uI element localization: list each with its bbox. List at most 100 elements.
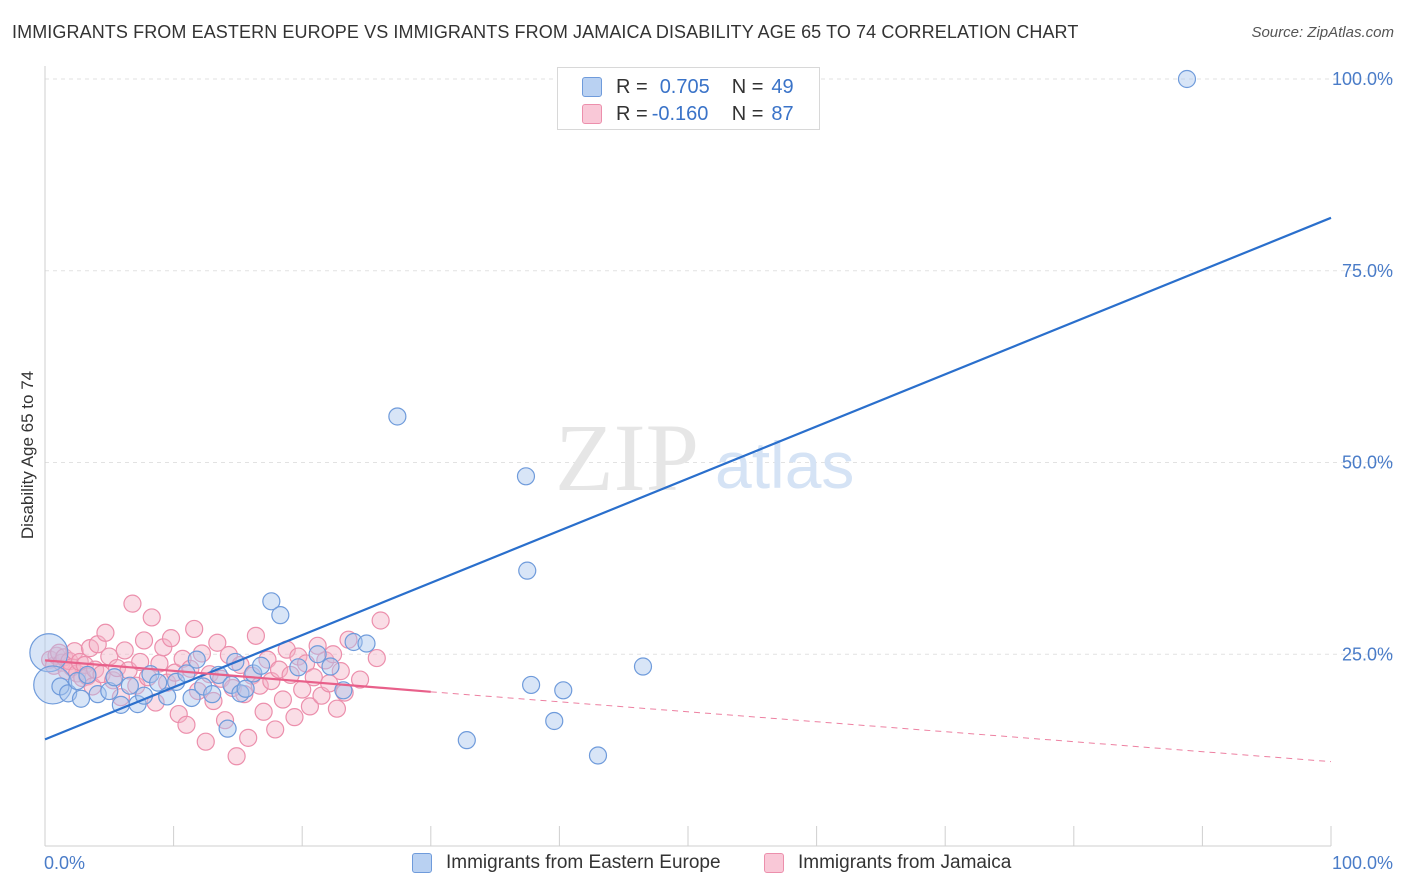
jamaica-point bbox=[154, 638, 173, 657]
series-legend-eastern-europe[interactable]: Immigrants from Eastern Europe bbox=[412, 852, 721, 874]
jamaica-point bbox=[115, 641, 134, 660]
eastern-europe-point bbox=[516, 467, 536, 486]
legend-r-value-blue: 0.705 bbox=[659, 75, 710, 98]
eastern-europe-point bbox=[271, 606, 290, 625]
x-tick-label-min: 0.0% bbox=[44, 853, 85, 873]
legend-n-value-pink: 87 bbox=[771, 102, 794, 125]
eastern-europe-point bbox=[251, 656, 271, 675]
series-legend-jamaica[interactable]: Immigrants from Jamaica bbox=[764, 852, 1011, 874]
jamaica-point bbox=[273, 690, 293, 709]
eastern-europe-point bbox=[51, 677, 70, 696]
eastern-europe-point bbox=[78, 665, 97, 685]
jamaica-point bbox=[196, 732, 215, 751]
series-swatch-pink bbox=[764, 853, 784, 873]
eastern-europe-point bbox=[218, 719, 237, 738]
trendline-eastern-europe bbox=[44, 216, 1332, 741]
y-tick-label: 25.0% bbox=[1342, 644, 1393, 664]
jamaica-point bbox=[289, 647, 308, 666]
gridlines bbox=[45, 78, 1395, 655]
eastern-europe-point bbox=[100, 681, 119, 701]
eastern-europe-point bbox=[182, 688, 201, 708]
eastern-europe-point bbox=[554, 681, 573, 700]
legend-n-value-blue: 49 bbox=[771, 75, 794, 98]
eastern-europe-point bbox=[1177, 69, 1197, 89]
eastern-europe-point bbox=[236, 679, 255, 698]
eastern-europe-point bbox=[545, 711, 564, 731]
legend-r-label: R = bbox=[616, 75, 648, 98]
eastern-europe-point bbox=[588, 746, 608, 765]
jamaica-point bbox=[123, 594, 142, 613]
eastern-europe-point bbox=[457, 731, 476, 750]
jamaica-point bbox=[173, 649, 192, 668]
eastern-europe-point bbox=[68, 671, 87, 691]
series-label-eastern-europe: Immigrants from Eastern Europe bbox=[446, 852, 721, 873]
jamaica-point bbox=[208, 633, 227, 652]
eastern-europe-point bbox=[633, 657, 653, 676]
jamaica-point bbox=[96, 623, 115, 642]
correlation-legend: R = 0.705 N = 49 R = -0.160 N = 87 bbox=[557, 67, 820, 130]
jamaica-point bbox=[269, 660, 289, 679]
y-tick-label: 75.0% bbox=[1342, 261, 1393, 281]
legend-n-label: N = bbox=[731, 75, 764, 98]
jamaica-point bbox=[131, 652, 150, 672]
y-axis-title: Disability Age 65 to 74 bbox=[18, 370, 37, 540]
eastern-europe-point bbox=[88, 685, 107, 704]
jamaica-point bbox=[185, 619, 204, 639]
legend-swatch-blue bbox=[582, 77, 602, 97]
legend-r-label: R = bbox=[616, 102, 648, 125]
eastern-europe-point bbox=[357, 634, 376, 653]
jamaica-point bbox=[331, 662, 350, 681]
series-legend: Immigrants from Eastern Europe Immigrant… bbox=[0, 852, 1406, 878]
jamaica-point bbox=[285, 708, 304, 727]
eastern-europe-point bbox=[105, 668, 124, 687]
jamaica-point bbox=[142, 608, 161, 627]
y-tick-label: 100.0% bbox=[1332, 69, 1393, 89]
x-tick-label-max: 100.0% bbox=[1332, 853, 1393, 873]
jamaica-point bbox=[371, 611, 390, 630]
eastern-europe-point bbox=[262, 592, 281, 611]
jamaica-point bbox=[65, 642, 84, 661]
legend-swatch-pink bbox=[582, 104, 602, 124]
eastern-europe-point bbox=[388, 407, 407, 426]
jamaica-point bbox=[219, 645, 238, 665]
trendline-jamaica bbox=[44, 659, 431, 693]
eastern-europe-point bbox=[308, 645, 327, 664]
legend-row-eastern-europe: R = 0.705 N = 49 bbox=[582, 75, 794, 99]
jamaica-point bbox=[266, 720, 285, 739]
eastern-europe-point bbox=[289, 658, 308, 677]
eastern-europe-point bbox=[149, 673, 168, 692]
watermark: ZIP atlas bbox=[555, 404, 854, 511]
jamaica-point bbox=[254, 702, 273, 721]
jamaica-point bbox=[327, 699, 347, 718]
tick-labels: 25.0% 50.0% 75.0% 100.0% 0.0% 100.0% bbox=[44, 69, 1393, 873]
jamaica-point bbox=[367, 648, 386, 668]
eastern-europe-point bbox=[71, 689, 91, 708]
watermark-zip: ZIP bbox=[555, 404, 699, 511]
eastern-europe-point bbox=[522, 675, 541, 695]
eastern-europe-point bbox=[120, 676, 139, 695]
eastern-europe-point bbox=[321, 657, 340, 676]
trendline-jamaica-extrapolated bbox=[430, 691, 1332, 763]
jamaica-point bbox=[239, 728, 258, 747]
eastern-europe-point bbox=[203, 685, 222, 704]
eastern-europe-point bbox=[187, 650, 206, 669]
axes bbox=[44, 66, 1332, 847]
source-credit[interactable]: Source: ZipAtlas.com bbox=[1251, 24, 1394, 41]
jamaica-point bbox=[177, 715, 196, 734]
trendlines bbox=[44, 216, 1332, 763]
jamaica-point bbox=[134, 631, 154, 650]
legend-r-value-pink: -0.160 bbox=[651, 102, 709, 125]
series-swatch-blue bbox=[412, 853, 432, 873]
series-label-jamaica: Immigrants from Jamaica bbox=[798, 852, 1012, 873]
legend-row-jamaica: R = -0.160 N = 87 bbox=[582, 102, 794, 126]
jamaica-point bbox=[300, 697, 320, 716]
jamaica-point bbox=[204, 691, 223, 711]
jamaica-point bbox=[227, 747, 246, 766]
jamaica-point bbox=[246, 626, 266, 645]
y-tick-label: 50.0% bbox=[1342, 453, 1393, 473]
jamaica-point bbox=[350, 670, 370, 689]
legend-n-label: N = bbox=[731, 102, 764, 125]
eastern-europe-point bbox=[518, 561, 537, 580]
jamaica-point bbox=[161, 629, 181, 648]
